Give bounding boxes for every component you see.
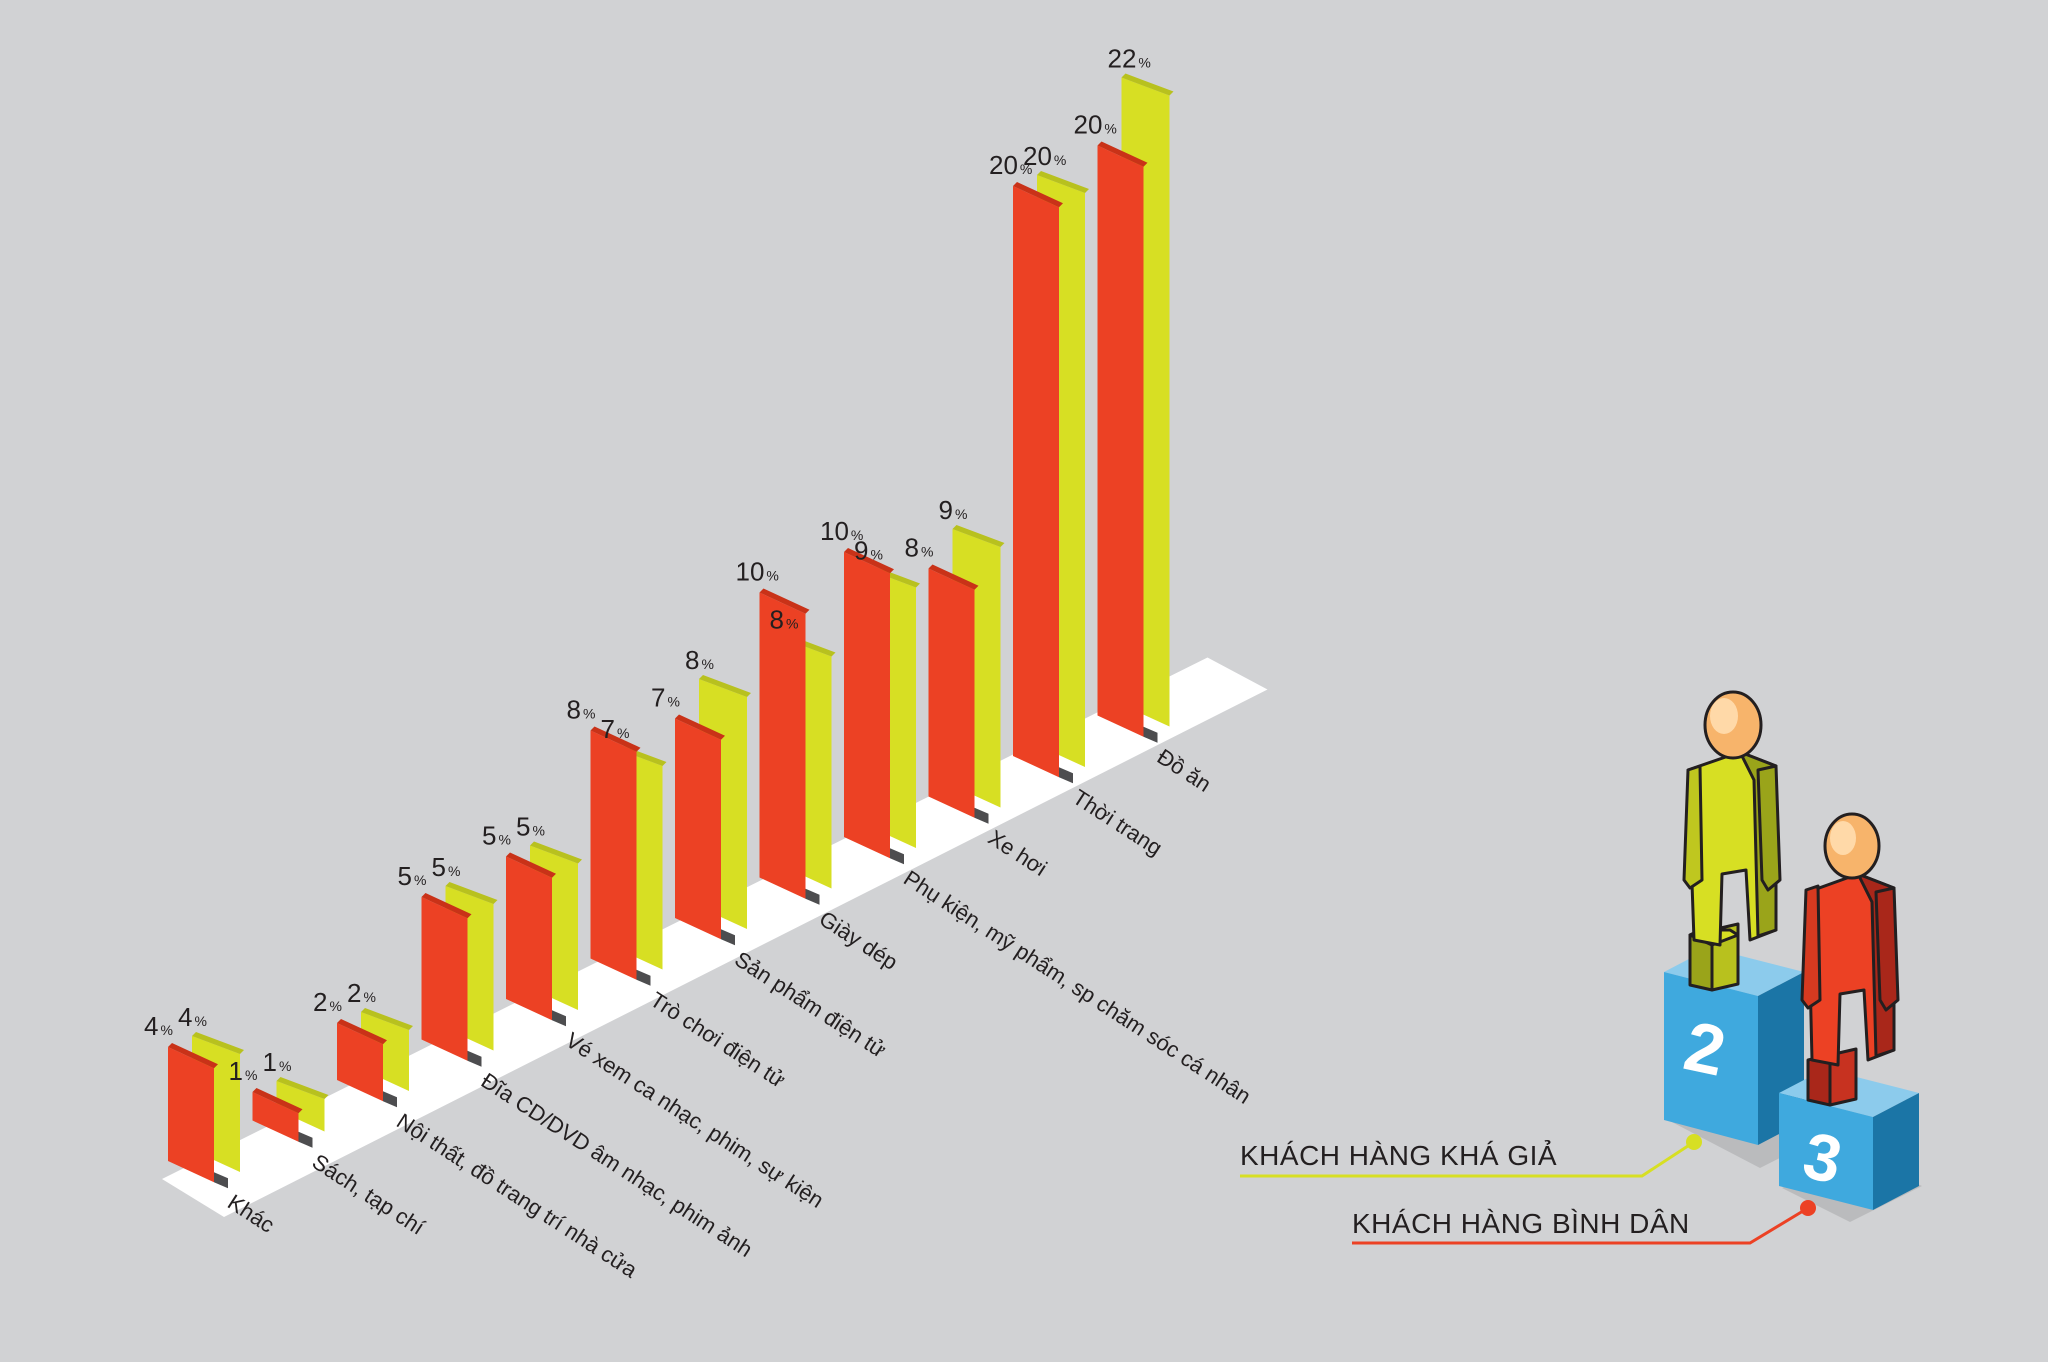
value-label-yellow: 22% <box>1108 44 1151 74</box>
bar-shadow <box>214 1172 228 1189</box>
bar-red <box>421 897 468 1061</box>
value-label-red: 5% <box>398 861 427 891</box>
bar-red <box>675 718 721 940</box>
bar-red <box>337 1023 383 1102</box>
category-label: Xe hơi <box>984 825 1052 881</box>
bar-red-top <box>675 714 725 740</box>
bar-shadow <box>974 807 989 824</box>
category-label: Thời trang <box>1068 784 1167 860</box>
bar-red <box>1013 186 1059 778</box>
value-label-yellow: 2% <box>347 978 376 1008</box>
bar-yellow-top <box>445 882 498 904</box>
value-label-yellow: 1% <box>263 1047 292 1077</box>
bar-red-top <box>590 726 641 752</box>
bar-shadow <box>552 1010 566 1027</box>
bar-red <box>1097 145 1144 737</box>
value-label-yellow: 5% <box>432 852 461 882</box>
bar-yellow-top <box>1037 171 1089 193</box>
bar-red <box>590 730 637 980</box>
bar-red <box>506 856 552 1021</box>
value-label-red: 5% <box>482 821 511 851</box>
bar-shadow <box>805 888 820 905</box>
legend-leader-line <box>1352 1206 1809 1245</box>
value-label-yellow: 9% <box>939 495 968 525</box>
category-label: Vé xem ca nhạc, phim, sự kiện <box>561 1027 828 1212</box>
bar-red <box>168 1047 214 1183</box>
value-label-red: 8% <box>905 533 934 563</box>
legend-dot-yellow <box>1686 1134 1702 1150</box>
bar-red-top <box>1097 141 1148 167</box>
value-label-yellow: 9% <box>854 536 883 566</box>
bar-red-top <box>252 1088 303 1114</box>
value-label-red: 4% <box>144 1011 173 1041</box>
bar-yellow-top <box>699 675 751 697</box>
category-label: Giày dép <box>815 906 902 975</box>
bar-shadow <box>721 929 735 946</box>
bar-red <box>759 592 806 899</box>
bar-red-top <box>421 893 472 919</box>
value-label-group: 4% 4 %1% 1 %2% 2 %5% 5 %5% 5 %8 %7 %7 %8 %10 %8 %10 %9% 8%… <box>144 44 1151 1087</box>
bar-group <box>168 73 1174 1189</box>
value-label-red: 20% <box>1074 110 1117 140</box>
bar-red-top <box>844 548 894 574</box>
category-label: Đĩa CD/DVD âm nhạc, phim ảnh <box>477 1068 757 1262</box>
yellow-person-figure <box>1682 690 1782 992</box>
bar-red-top <box>759 588 810 614</box>
bar-red-top <box>1013 182 1063 208</box>
value-label-yellow: 4% <box>178 1002 207 1032</box>
legend-item-affluent: KHÁCH HÀNG KHÁ GIẢ <box>1240 1134 1702 1178</box>
podium-rank-3: 3 <box>1779 1069 1919 1210</box>
bar-yellow-top <box>530 841 582 864</box>
value-label-yellow: 5% <box>516 812 545 842</box>
bar-shadow <box>1143 726 1158 743</box>
value-label-red: 10% <box>736 557 779 587</box>
bar-shadow <box>383 1091 397 1108</box>
legend-dot-red <box>1800 1200 1816 1216</box>
bar-shadow <box>467 1050 482 1067</box>
bar-shadow <box>1059 767 1073 784</box>
category-label: Sách, tạp chí <box>308 1149 429 1240</box>
bar-yellow-top <box>192 1032 244 1054</box>
legend-label-average: KHÁCH HÀNG BÌNH DÂN <box>1352 1208 1690 1239</box>
bar-yellow-top <box>1121 73 1174 96</box>
legend-illustration: 2 3 <box>1240 690 1922 1245</box>
category-label: Đồ ăn <box>1153 744 1216 797</box>
bar-shadow <box>298 1131 313 1148</box>
legend-item-average: KHÁCH HÀNG BÌNH DÂN <box>1352 1200 1816 1245</box>
bar-red <box>928 568 975 818</box>
red-person-figure <box>1800 812 1900 1107</box>
bar-shadow <box>890 848 904 865</box>
category-label: Trò chơi điện tử <box>646 987 790 1093</box>
category-label: Sản phẩm điện tử <box>730 946 891 1062</box>
bar-shadow <box>636 969 651 986</box>
value-label-yellow: 20% <box>1023 141 1066 171</box>
legend-leader-line <box>1240 1140 1695 1178</box>
bar-red-top <box>168 1043 218 1069</box>
bar-red-top <box>506 852 556 878</box>
value-label-red: 8% <box>567 695 596 725</box>
bar-yellow-top <box>952 525 1005 547</box>
value-label-yellow: 8% <box>685 645 714 675</box>
value-label-red: 2% <box>313 987 342 1017</box>
value-label-red: 1% <box>229 1056 258 1086</box>
bar-yellow <box>276 1081 325 1132</box>
bar-yellow-top <box>361 1008 413 1030</box>
bar-red-top <box>337 1019 387 1045</box>
bar-red <box>844 552 890 859</box>
legend-label-affluent: KHÁCH HÀNG KHÁ GIẢ <box>1240 1139 1557 1171</box>
value-label-yellow: 7% <box>601 714 630 744</box>
bar-red <box>252 1092 299 1142</box>
category-label: Nội thất, đồ trang trí nhà cửa <box>392 1108 642 1283</box>
value-label-red: 7% <box>651 683 680 713</box>
bar-yellow-top <box>276 1077 329 1099</box>
bar-red-top <box>928 564 979 590</box>
category-label: Phụ kiện, mỹ phẩm, sp chăm sóc cá nhân <box>899 865 1255 1108</box>
